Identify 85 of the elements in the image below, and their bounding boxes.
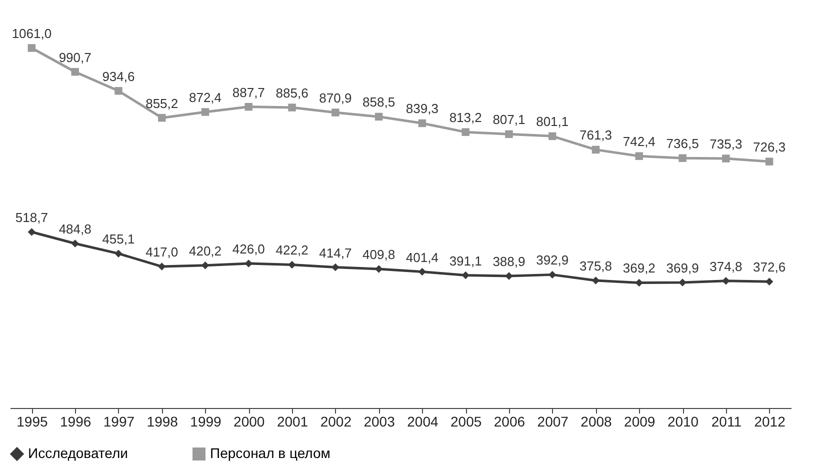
data-label: 409,8 xyxy=(362,246,396,262)
data-label: 422,2 xyxy=(276,242,308,258)
point xyxy=(201,108,210,116)
data-label: 417,0 xyxy=(146,244,178,260)
point xyxy=(505,272,513,280)
point xyxy=(288,260,296,269)
data-label: 388,9 xyxy=(492,254,526,270)
point xyxy=(418,268,426,276)
x-tick-label: 2012 xyxy=(754,414,786,430)
x-tick-label: 1998 xyxy=(146,414,178,430)
data-label: 736,5 xyxy=(666,136,699,152)
data-label: 872,4 xyxy=(188,90,222,105)
x-tick-label: 2001 xyxy=(276,414,308,430)
data-label: 369,2 xyxy=(622,260,656,276)
x-tick-label: 1999 xyxy=(190,414,222,430)
point xyxy=(765,158,774,166)
point xyxy=(505,130,513,138)
x-tick-label: 2010 xyxy=(667,414,699,430)
data-label: 375,8 xyxy=(579,258,612,274)
data-label: 426,0 xyxy=(232,241,265,256)
x-tick-label: 2003 xyxy=(364,414,396,430)
x-tick-label: 2007 xyxy=(537,414,569,430)
x-tick-label: 2011 xyxy=(711,414,742,430)
data-label: 885,6 xyxy=(276,86,308,101)
point xyxy=(332,263,340,272)
data-label: 742,4 xyxy=(622,134,656,150)
x-tick-label: 2004 xyxy=(407,414,438,430)
data-label: 518,7 xyxy=(15,210,48,226)
legend-label: Персонал в целом xyxy=(210,445,330,461)
data-label: 392,9 xyxy=(536,252,569,268)
data-label: 1061,0 xyxy=(12,26,52,41)
data-label: 934,6 xyxy=(102,68,135,84)
point xyxy=(71,68,79,76)
data-label: 839,3 xyxy=(406,101,438,116)
data-label: 990,7 xyxy=(58,50,92,65)
data-label: 761,3 xyxy=(579,128,612,143)
data-label: 374,8 xyxy=(710,258,742,274)
x-tick-label: 2009 xyxy=(624,414,656,430)
point xyxy=(678,154,686,162)
x-tick-label: 2000 xyxy=(234,414,265,430)
data-label: 420,2 xyxy=(188,243,222,258)
point xyxy=(158,262,166,270)
data-label: 455,1 xyxy=(102,232,135,247)
data-label: 870,9 xyxy=(319,90,352,106)
point xyxy=(678,278,686,286)
data-label: 813,2 xyxy=(449,110,482,126)
point xyxy=(462,271,470,280)
point xyxy=(114,87,122,95)
point xyxy=(28,228,36,236)
legend-label: Исследователи xyxy=(28,445,128,461)
point xyxy=(288,104,296,112)
point xyxy=(548,132,556,140)
data-label: 735,3 xyxy=(710,136,742,152)
x-tick-label: 2005 xyxy=(450,414,482,430)
data-label: 801,1 xyxy=(536,114,569,130)
x-tick-label: 1997 xyxy=(103,414,135,430)
data-label: 887,7 xyxy=(232,84,265,100)
point xyxy=(114,250,122,258)
point xyxy=(462,128,470,136)
point xyxy=(374,112,383,121)
x-tick-label: 2008 xyxy=(580,414,612,430)
data-label: 414,7 xyxy=(319,245,352,260)
x-tick-label: 1995 xyxy=(16,414,48,430)
point xyxy=(418,119,426,128)
data-label: 369,9 xyxy=(666,260,699,276)
point xyxy=(592,146,600,154)
point xyxy=(635,152,644,160)
data-label: 484,8 xyxy=(58,222,92,237)
data-label: 855,2 xyxy=(146,96,178,111)
data-label: 858,5 xyxy=(362,94,396,110)
data-label: 372,6 xyxy=(753,260,786,275)
point xyxy=(71,240,79,248)
data-label: 401,4 xyxy=(406,250,438,265)
point xyxy=(332,108,340,116)
x-tick-label: 1996 xyxy=(60,414,92,430)
point xyxy=(244,102,253,111)
data-label: 391,1 xyxy=(449,253,482,268)
x-tick-label: 2002 xyxy=(320,414,352,430)
data-label: 726,3 xyxy=(753,140,786,155)
data-label: 807,1 xyxy=(492,112,526,128)
x-tick-label: 2006 xyxy=(494,414,526,430)
point xyxy=(722,154,730,162)
point xyxy=(158,114,166,122)
point xyxy=(722,276,730,285)
point xyxy=(28,44,36,52)
